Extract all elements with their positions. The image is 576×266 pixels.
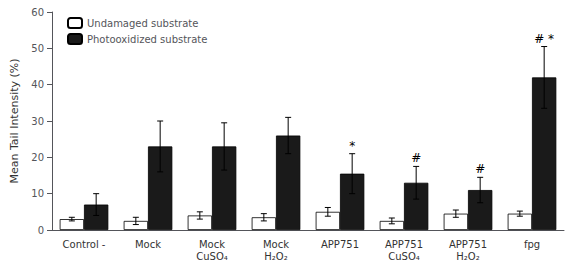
svg-text:10: 10 [31,188,44,199]
svg-text:H₂O₂: H₂O₂ [456,251,479,262]
svg-text:#: # [475,162,485,176]
svg-text:APP751: APP751 [449,239,487,250]
svg-text:Undamaged substrate: Undamaged substrate [87,18,198,29]
svg-text:H₂O₂: H₂O₂ [264,251,287,262]
svg-text:CuSO₄: CuSO₄ [196,251,228,262]
svg-text:CuSO₄: CuSO₄ [388,251,420,262]
svg-text:60: 60 [31,7,44,18]
svg-text:Photooxidized substrate: Photooxidized substrate [87,34,207,45]
svg-text:fpg: fpg [524,239,540,250]
svg-text:20: 20 [31,152,44,163]
svg-text:Mock: Mock [135,239,161,250]
svg-text:0: 0 [38,225,44,236]
svg-text:*: * [349,139,355,153]
svg-text:#: # [411,151,421,165]
svg-text:Control -: Control - [63,239,106,250]
svg-text:Mock: Mock [263,239,289,250]
svg-text:Mean Tail Intensity (%): Mean Tail Intensity (%) [8,58,21,183]
svg-text:50: 50 [31,43,44,54]
svg-text:30: 30 [31,116,44,127]
svg-text:40: 40 [31,79,44,90]
svg-text:Mock: Mock [199,239,225,250]
svg-text:# *: # * [534,32,554,46]
svg-text:APP751: APP751 [385,239,423,250]
svg-text:APP751: APP751 [321,239,359,250]
